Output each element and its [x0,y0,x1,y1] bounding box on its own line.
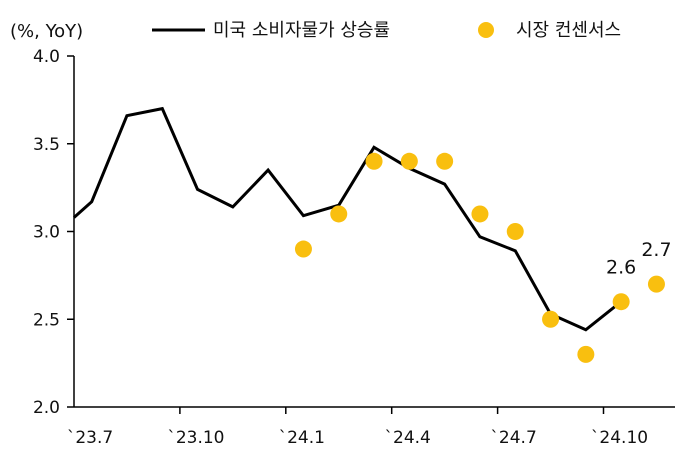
y-tick-label: 3.5 [33,135,60,155]
legend-line-label: 미국 소비자물가 상승률 [213,20,390,41]
y-tick-label: 2.5 [33,310,60,330]
legend: 미국 소비자물가 상승률 시장 컨센서스 [152,20,621,41]
x-tick-label: `24.7 [490,428,536,448]
x-axis: `23.7 `23.10 `24.1 `24.4 `24.7 `24.10 [67,406,675,448]
y-tick-label: 3.0 [33,223,60,243]
y-tick-label: 2.0 [33,398,60,418]
x-tick-label: `24.1 [279,428,325,448]
consensus-dot [612,293,630,311]
consensus-dot [542,310,560,328]
x-tick-label: `23.7 [67,428,113,448]
plot-area: 2.62.7 [73,106,672,363]
data-label: 2.7 [641,239,671,261]
consensus-dot [471,205,489,223]
x-tick-label: `24.4 [385,428,431,448]
consensus-dot [365,152,383,170]
consensus-dot [400,152,418,170]
consensus-dot [294,240,312,258]
unit-label: (%, YoY) [10,21,83,42]
data-label: 2.6 [606,257,636,279]
consensus-dot [436,152,454,170]
legend-dot-swatch [478,22,494,38]
x-tick-label: `24.10 [591,428,648,448]
legend-dot-label: 시장 컨센서스 [516,20,621,41]
consensus-dot [647,275,665,293]
x-tick-label: `23.10 [167,428,224,448]
consensus-dot [577,345,595,363]
y-axis: 2.0 2.5 3.0 3.5 4.0 [33,47,75,418]
consensus-dot [506,223,524,240]
cpi-line [73,106,623,332]
consensus-dot [330,205,348,223]
y-tick-label: 4.0 [33,47,60,67]
